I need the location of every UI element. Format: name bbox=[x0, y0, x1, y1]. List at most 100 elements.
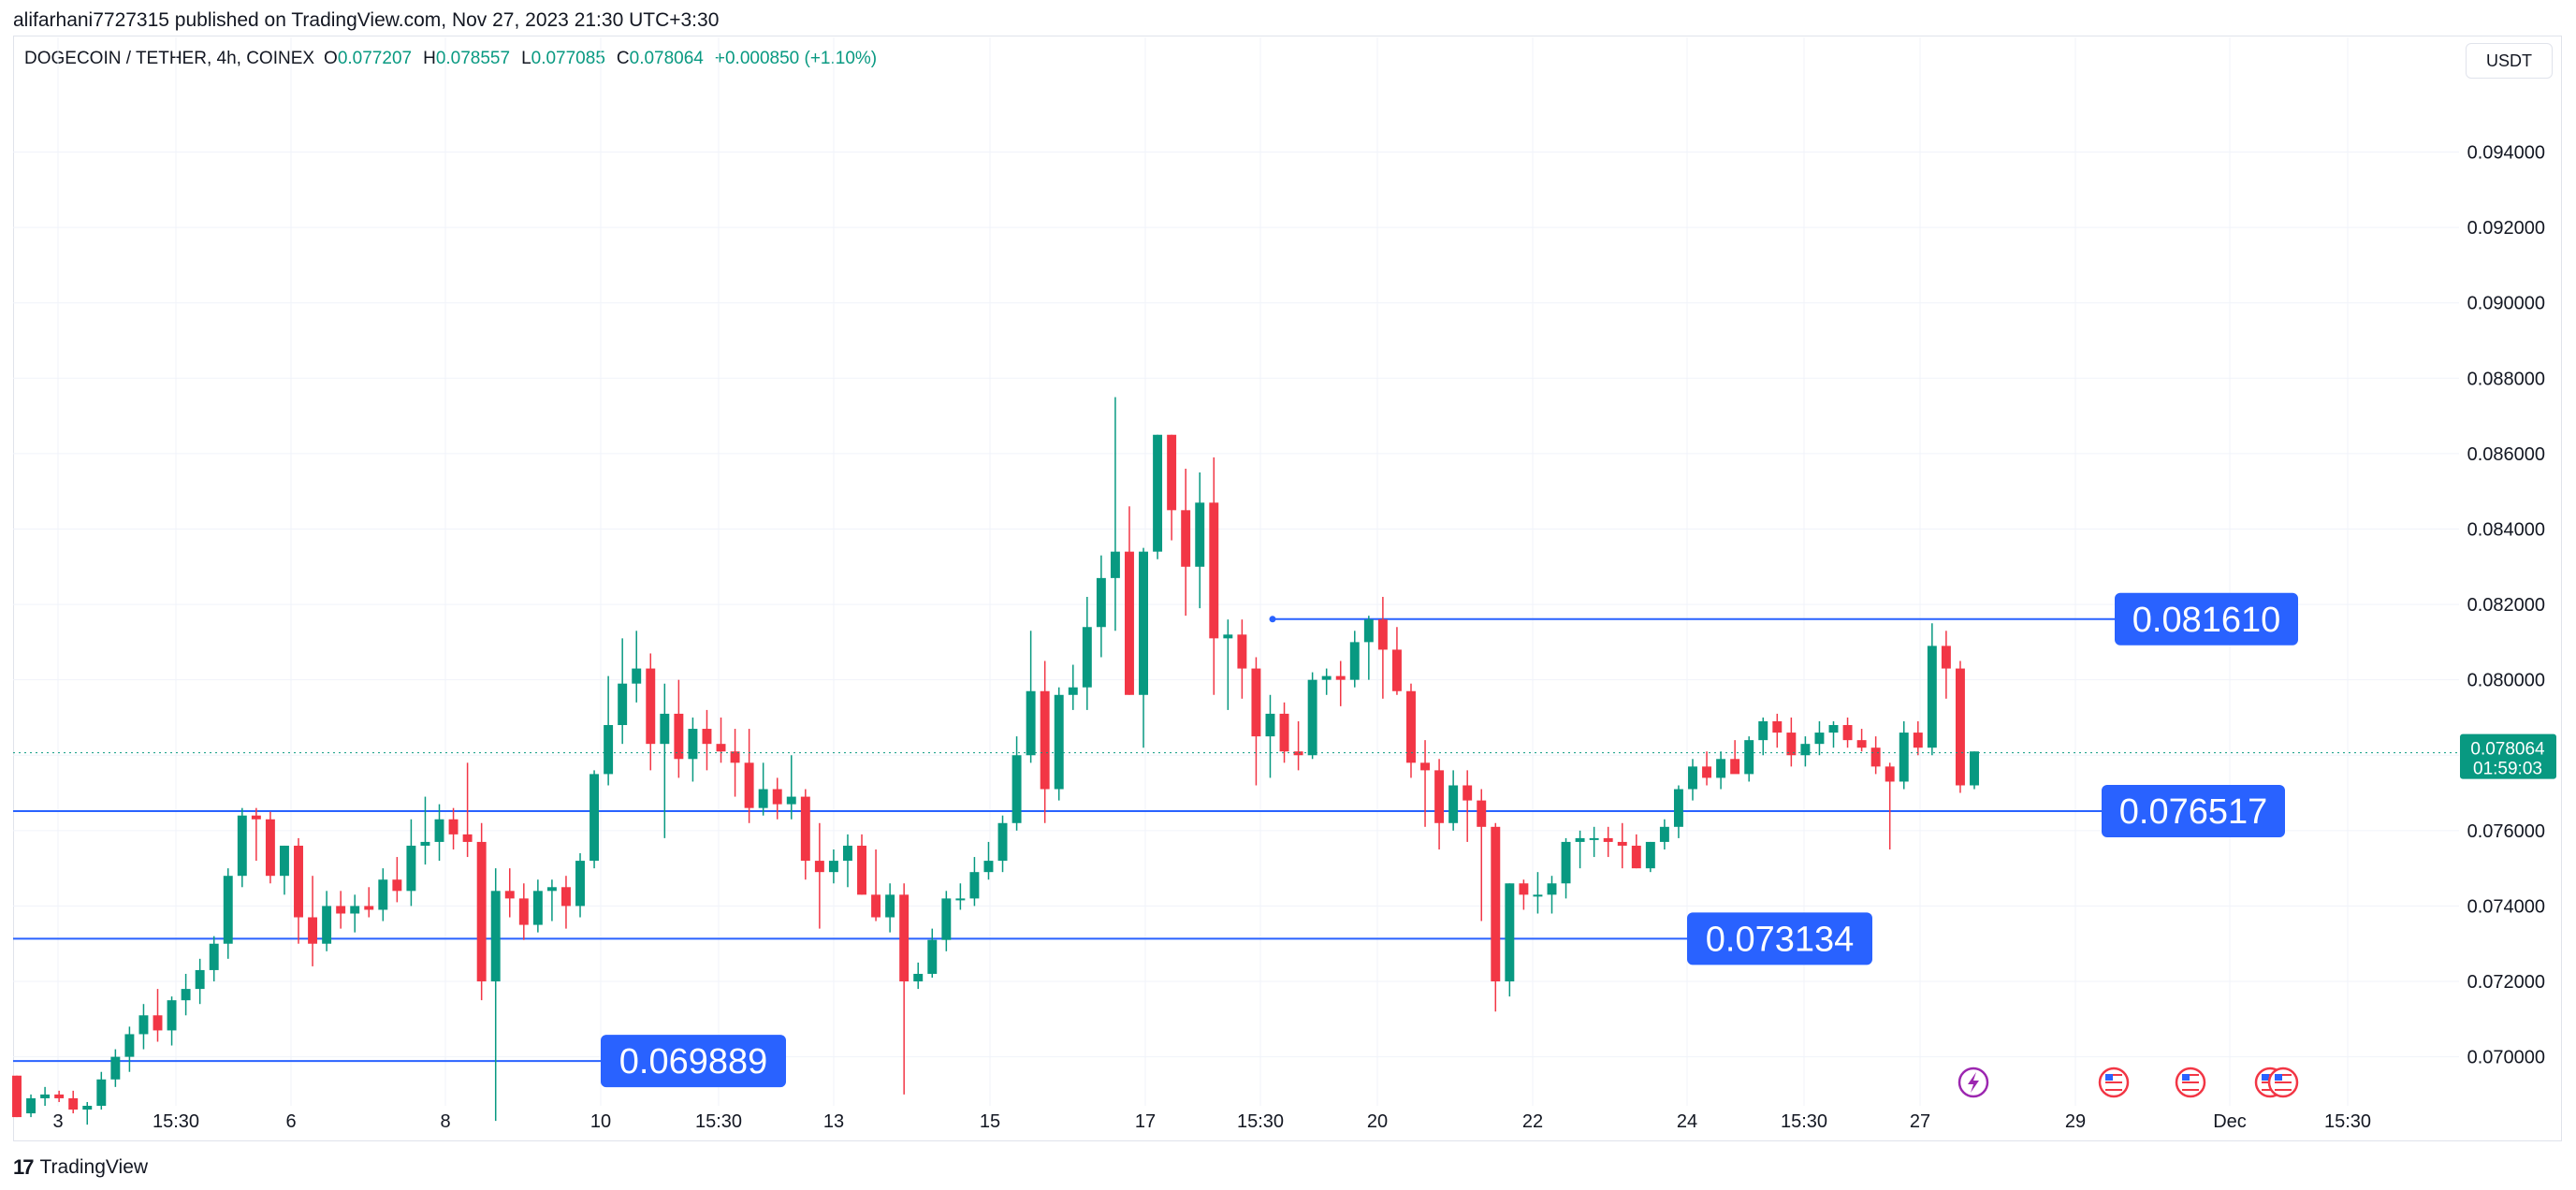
candle-body bbox=[138, 1015, 149, 1035]
candle-body bbox=[110, 1056, 121, 1080]
candle bbox=[1772, 713, 1783, 748]
candle-body bbox=[40, 1094, 51, 1098]
candle-body bbox=[1209, 502, 1219, 639]
candle-body bbox=[1913, 733, 1923, 748]
candle-body bbox=[518, 898, 529, 925]
candle-body bbox=[322, 906, 332, 944]
candle-body bbox=[1547, 883, 1557, 895]
candle-body bbox=[1153, 434, 1163, 552]
candle-body bbox=[758, 789, 768, 808]
candle bbox=[702, 709, 712, 771]
x-tick-label: 22 bbox=[1522, 1111, 1543, 1132]
candle-body bbox=[1139, 551, 1148, 695]
high-label: H bbox=[423, 49, 436, 68]
candle bbox=[1237, 619, 1247, 699]
level-anchor-point[interactable] bbox=[1269, 616, 1276, 623]
candle bbox=[688, 717, 698, 782]
time-axis[interactable]: 3 15:30 6 8 10 15:30 13 15 17 15:30 20 22 24 15:30 27 2… bbox=[52, 1111, 2371, 1132]
candle-body bbox=[1477, 800, 1487, 827]
flash-event-icon[interactable] bbox=[1957, 1067, 1989, 1098]
candle-body bbox=[1068, 687, 1078, 695]
candle-body bbox=[1082, 627, 1092, 688]
candle-body bbox=[195, 969, 205, 990]
candle-body bbox=[1786, 733, 1797, 756]
y-tick-label: 0.088000 bbox=[2467, 369, 2545, 389]
candle bbox=[589, 770, 600, 869]
candle bbox=[1406, 683, 1416, 778]
y-tick-label: 0.074000 bbox=[2467, 896, 2545, 917]
candle-body bbox=[237, 815, 247, 877]
candle-body bbox=[265, 819, 275, 877]
candle bbox=[814, 822, 824, 929]
candle bbox=[1885, 762, 1895, 849]
candle-body bbox=[1096, 577, 1106, 628]
us-event-flag-icon[interactable] bbox=[2098, 1067, 2130, 1098]
candle-body bbox=[124, 1034, 135, 1057]
candle bbox=[1702, 751, 1712, 786]
candle bbox=[1195, 472, 1205, 609]
candle-body bbox=[1617, 841, 1627, 846]
candle bbox=[294, 837, 303, 944]
candle-body bbox=[1927, 646, 1937, 748]
candle-body bbox=[702, 729, 712, 745]
candle-body bbox=[885, 894, 895, 918]
change-value: +0.000850 (+1.10%) bbox=[714, 49, 878, 68]
candle bbox=[336, 891, 346, 929]
grid-lines bbox=[13, 37, 2459, 1106]
candle-body bbox=[1730, 759, 1740, 775]
horizontal-level-lines[interactable] bbox=[13, 616, 2115, 1063]
candle bbox=[1659, 819, 1669, 849]
level-label-text: 0.081610 bbox=[2132, 601, 2281, 640]
candle-body bbox=[462, 834, 473, 842]
candle bbox=[1026, 631, 1036, 763]
economic-events[interactable] bbox=[1957, 1067, 2299, 1098]
candle bbox=[1377, 597, 1388, 699]
x-tick-label: 8 bbox=[440, 1111, 450, 1132]
level-label-box bbox=[601, 1035, 786, 1088]
candle bbox=[1167, 434, 1177, 541]
candle-body bbox=[899, 894, 910, 982]
candle bbox=[1927, 623, 1937, 756]
candle-body bbox=[1631, 845, 1641, 869]
candle bbox=[1491, 822, 1501, 1012]
price-axis[interactable]: 0.094000 0.092000 0.090000 0.088000 0.086000… bbox=[2467, 143, 2545, 1068]
candle-body bbox=[1279, 713, 1289, 752]
candle-body bbox=[167, 1000, 177, 1031]
candle-body bbox=[1744, 740, 1754, 775]
candle bbox=[1110, 397, 1120, 631]
candle-body bbox=[1505, 883, 1515, 982]
candle bbox=[110, 1049, 121, 1087]
candle bbox=[1223, 619, 1233, 710]
candle bbox=[1688, 759, 1697, 801]
currency-button[interactable]: USDT bbox=[2466, 43, 2553, 79]
candle-body bbox=[1688, 766, 1697, 790]
candle-body bbox=[1589, 837, 1599, 840]
candle-body bbox=[1603, 837, 1613, 842]
candle bbox=[1533, 872, 1543, 914]
candle-body bbox=[1125, 551, 1134, 695]
candle bbox=[800, 789, 810, 880]
candle bbox=[251, 807, 261, 862]
candle bbox=[518, 883, 529, 940]
us-event-flag-icon[interactable] bbox=[2175, 1067, 2206, 1098]
candle-body bbox=[730, 751, 740, 763]
candle bbox=[1603, 826, 1613, 858]
candle bbox=[1645, 841, 1655, 873]
candlestick-chart[interactable]: 0.081610 0.076517 0.073134 0.069889 0.09400… bbox=[0, 0, 2576, 1141]
candle bbox=[1125, 506, 1134, 695]
candle-body bbox=[279, 845, 289, 877]
candle bbox=[1673, 785, 1683, 838]
us-event-flag-icon[interactable] bbox=[2267, 1067, 2299, 1098]
candle bbox=[560, 876, 571, 929]
candle bbox=[1941, 631, 1951, 699]
candle-body bbox=[1195, 502, 1205, 567]
candle bbox=[1744, 736, 1754, 782]
candle bbox=[955, 883, 966, 910]
candle-body bbox=[406, 845, 416, 892]
candle bbox=[913, 962, 924, 990]
candle-body bbox=[336, 906, 346, 914]
candle-body bbox=[1011, 755, 1022, 823]
symbol-title[interactable]: DOGECOIN / TETHER, 4h, COINEX bbox=[24, 49, 315, 68]
candle bbox=[96, 1071, 107, 1110]
candle bbox=[997, 815, 1008, 873]
